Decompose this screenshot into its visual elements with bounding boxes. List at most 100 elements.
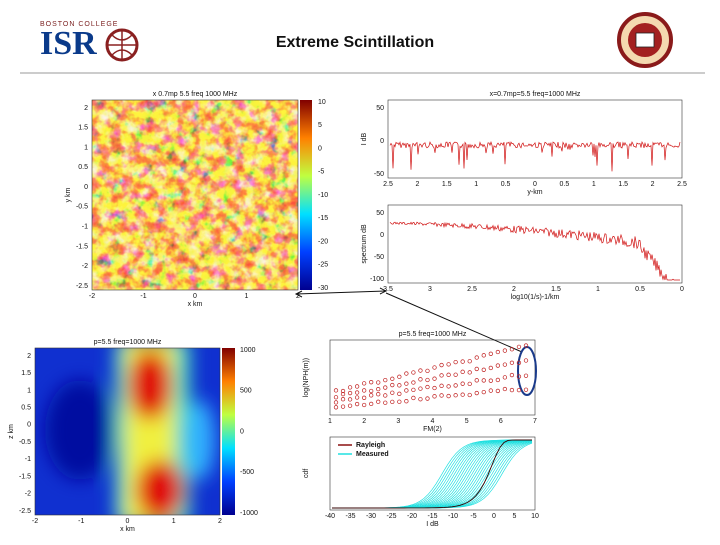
moment-marker [439, 362, 444, 368]
scintillation-map [92, 100, 298, 290]
moment-marker [333, 400, 339, 405]
moment-marker [467, 370, 472, 375]
y-axis-label: log(NPH(m)) [303, 358, 310, 397]
x-tick-label: 1 [596, 286, 600, 293]
y-tick-label: 0 [380, 138, 384, 145]
moment-marker [404, 399, 409, 404]
x-tick-label: 2.5 [383, 181, 393, 188]
y-tick-label: -1 [82, 224, 88, 231]
y-tick-label: -2 [25, 491, 31, 498]
y-tick-label: 2 [84, 105, 88, 112]
moment-marker [460, 369, 465, 374]
y-axis-label: I dB [361, 132, 368, 145]
moment-marker [347, 390, 353, 396]
y-tick-label: -50 [374, 171, 384, 178]
x-tick-label: 3.5 [383, 286, 393, 293]
moment-marker [495, 377, 501, 383]
y-tick-label: -2.5 [76, 283, 88, 290]
moment-marker [509, 347, 515, 352]
moment-marker [467, 359, 472, 364]
moment-marker [481, 378, 486, 383]
moment-marker [390, 382, 395, 388]
moment-marker [523, 343, 529, 348]
moment-marker [340, 391, 346, 397]
y-tick-label: -1 [25, 456, 31, 463]
moment-marker [404, 388, 409, 393]
x-tick-label: -1 [140, 293, 146, 300]
y-tick-label: 1 [84, 144, 88, 151]
moment-marker [425, 384, 430, 390]
moment-marker [523, 387, 529, 392]
x-tick-label: -30 [366, 513, 376, 520]
x-tick-label: -15 [427, 513, 437, 520]
x-tick-label: 1 [328, 418, 332, 425]
colorbar-label: 10 [318, 99, 326, 106]
moment-marker [446, 362, 451, 367]
moment-marker [460, 359, 465, 364]
moment-marker [369, 388, 374, 394]
y-axis-label: spectrum dB [361, 224, 368, 264]
axes-frames [34, 99, 683, 516]
highlight-ellipse [517, 346, 537, 396]
moment-marker [383, 377, 388, 383]
moment-marker [418, 377, 423, 382]
colorbar-label: 0 [318, 145, 322, 152]
moment-marker [376, 386, 381, 392]
x-tick-label: -1 [78, 518, 84, 525]
moment-marker [495, 363, 501, 368]
slide-title: Extreme Scintillation [276, 34, 434, 51]
y-tick-label: 1.5 [21, 370, 31, 377]
moment-marker [488, 351, 493, 356]
colorbar-label: -5 [318, 169, 324, 176]
moment-marker [425, 396, 430, 401]
moment-marker [425, 377, 430, 383]
moment-marker [376, 380, 381, 385]
x-tick-label: 0 [492, 513, 496, 520]
moment-marker [397, 383, 402, 388]
logo-caption: BOSTON COLLEGE [40, 21, 118, 28]
y-axis-label: y km [65, 187, 72, 202]
x-tick-label: 7 [533, 418, 537, 425]
y-tick-label: 2 [27, 353, 31, 360]
panel-title: x=0.7mp=5.5 freq=1000 MHz [490, 91, 581, 98]
x-tick-label: 2 [651, 181, 655, 188]
moment-marker [502, 386, 508, 392]
rayleigh-curve [332, 439, 532, 509]
x-tick-label: 1 [592, 181, 596, 188]
x-tick-label: 1 [172, 518, 176, 525]
moment-marker [347, 403, 353, 408]
x-tick-label: 2 [362, 418, 366, 425]
x-tick-label: 0 [533, 181, 537, 188]
y-axis-label: z km [8, 424, 15, 439]
y-tick-label: -2 [82, 263, 88, 270]
x-tick-label: 2 [512, 286, 516, 293]
moment-marker [523, 373, 529, 378]
y-tick-label: 0.5 [78, 164, 88, 171]
moment-marker [383, 385, 388, 390]
panel-title: p=5.5 freq=1000 MHz [399, 331, 467, 338]
moment-marker [474, 390, 479, 396]
panel-title: p=5.5 freq=1000 MHz [94, 339, 162, 346]
moment-marker [446, 393, 451, 399]
moment-marker [361, 402, 367, 408]
colorbar [300, 100, 312, 290]
moment-marker [354, 401, 360, 407]
moment-marker [516, 387, 522, 393]
colorbar-label: -1000 [240, 510, 258, 517]
colorbar-label: -30 [318, 285, 328, 292]
x-tick-label: 3 [396, 418, 400, 425]
logo-globe-lines [108, 30, 136, 60]
moment-marker [481, 353, 486, 358]
x-tick-label: -20 [407, 513, 417, 520]
moment-marker [432, 376, 437, 381]
y-tick-label: -0.5 [76, 204, 88, 211]
moment-marker [418, 368, 423, 373]
moment-marker [523, 358, 529, 363]
moment-marker [488, 388, 493, 393]
colorbar-label: -10 [318, 192, 328, 199]
x-tick-label: 1 [245, 293, 249, 300]
seal [617, 12, 673, 68]
moment-marker [369, 380, 374, 385]
field-map-blobs [45, 348, 215, 515]
